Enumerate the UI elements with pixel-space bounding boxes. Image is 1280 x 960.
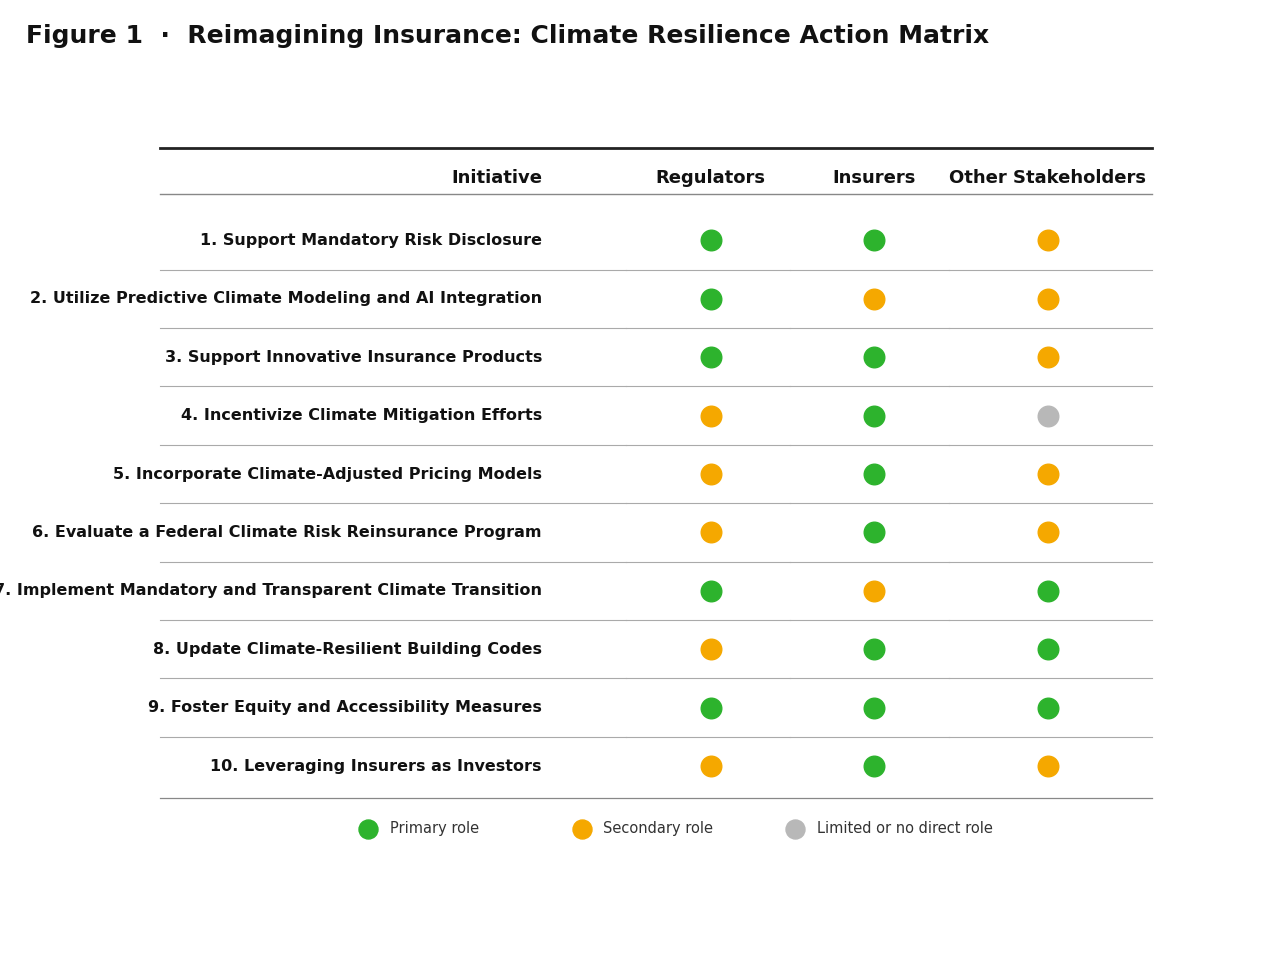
- Point: [1038, 291, 1059, 306]
- Point: [864, 758, 884, 774]
- Text: Initiative: Initiative: [451, 169, 541, 187]
- Point: [1038, 583, 1059, 598]
- Text: 8. Update Climate-Resilient Building Codes: 8. Update Climate-Resilient Building Cod…: [152, 642, 541, 657]
- Text: Limited or no direct role: Limited or no direct role: [817, 821, 992, 836]
- Point: [864, 641, 884, 657]
- Text: Primary role: Primary role: [390, 821, 479, 836]
- Text: 9. Foster Equity and Accessibility Measures: 9. Foster Equity and Accessibility Measu…: [148, 700, 541, 715]
- Point: [864, 233, 884, 249]
- Point: [700, 641, 721, 657]
- Point: [1038, 349, 1059, 365]
- Point: [864, 467, 884, 482]
- Point: [1038, 408, 1059, 423]
- Text: 3. Support Innovative Insurance Products: 3. Support Innovative Insurance Products: [165, 349, 541, 365]
- Point: [1038, 758, 1059, 774]
- Point: [571, 821, 591, 836]
- Text: Secondary role: Secondary role: [603, 821, 713, 836]
- Text: Insurers: Insurers: [832, 169, 916, 187]
- Text: 6. Evaluate a Federal Climate Risk Reinsurance Program: 6. Evaluate a Federal Climate Risk Reins…: [32, 525, 541, 540]
- Point: [700, 758, 721, 774]
- Text: Regulators: Regulators: [655, 169, 765, 187]
- Text: 5. Incorporate Climate-Adjusted Pricing Models: 5. Incorporate Climate-Adjusted Pricing …: [113, 467, 541, 482]
- Point: [864, 525, 884, 540]
- Point: [700, 349, 721, 365]
- Point: [1038, 467, 1059, 482]
- Point: [1038, 641, 1059, 657]
- Text: 7. Implement Mandatory and Transparent Climate Transition: 7. Implement Mandatory and Transparent C…: [0, 584, 541, 598]
- Point: [864, 291, 884, 306]
- Text: Figure 1  ·  Reimagining Insurance: Climate Resilience Action Matrix: Figure 1 · Reimagining Insurance: Climat…: [26, 24, 988, 48]
- Point: [1038, 525, 1059, 540]
- Text: 10. Leveraging Insurers as Investors: 10. Leveraging Insurers as Investors: [210, 758, 541, 774]
- Text: 1. Support Mandatory Risk Disclosure: 1. Support Mandatory Risk Disclosure: [200, 233, 541, 248]
- Point: [864, 408, 884, 423]
- Point: [700, 408, 721, 423]
- Point: [864, 583, 884, 598]
- Point: [1038, 233, 1059, 249]
- Point: [864, 700, 884, 715]
- Point: [864, 349, 884, 365]
- Point: [1038, 700, 1059, 715]
- Text: 4. Incentivize Climate Mitigation Efforts: 4. Incentivize Climate Mitigation Effort…: [180, 408, 541, 423]
- Text: Other Stakeholders: Other Stakeholders: [950, 169, 1147, 187]
- Point: [700, 291, 721, 306]
- Point: [358, 821, 379, 836]
- Point: [700, 525, 721, 540]
- Point: [700, 583, 721, 598]
- Text: 2. Utilize Predictive Climate Modeling and AI Integration: 2. Utilize Predictive Climate Modeling a…: [29, 292, 541, 306]
- Point: [700, 467, 721, 482]
- Point: [700, 700, 721, 715]
- Point: [785, 821, 805, 836]
- Point: [700, 233, 721, 249]
